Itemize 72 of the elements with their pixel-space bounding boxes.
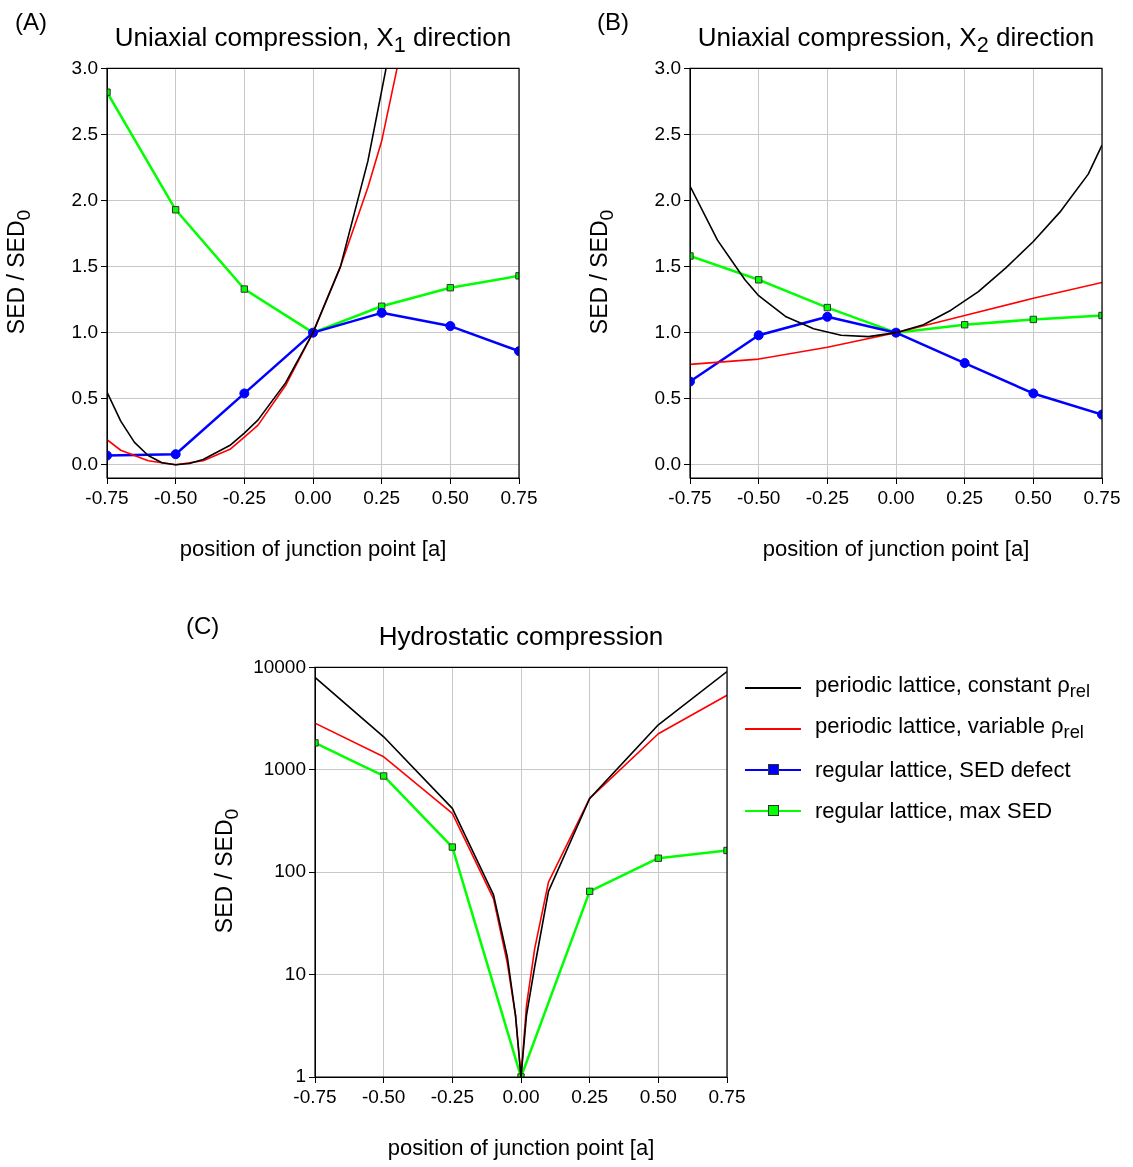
point [170,449,181,460]
y-tick-label: 10 [284,962,306,984]
point [1029,315,1038,324]
y-tick-label: 1.5 [71,254,98,276]
x-tick-label: -0.75 [85,486,129,508]
text: (B) [597,8,629,36]
y-tick-label: 0.5 [654,386,681,408]
point [754,276,763,284]
x-tick-label: -0.75 [668,486,712,508]
x-tick-label: -0.50 [362,1085,406,1107]
y-tick-label: 2.0 [654,188,681,210]
point [446,284,455,292]
point [239,388,250,399]
x-tick-label: -0.25 [805,486,849,508]
y-tick-label: 0.5 [71,386,98,408]
y-tick-label: 0.0 [71,453,98,475]
point [445,321,456,332]
x-tick-label: 0.25 [571,1085,609,1107]
x-tick-label: -0.50 [154,486,198,508]
x-tick-label: 0.50 [639,1085,677,1107]
point [960,321,969,329]
point [585,887,594,896]
point [376,307,387,318]
point [1028,388,1039,399]
y-tick-label: 2.5 [654,122,681,144]
y-tick-label: 1.5 [654,254,681,276]
x-tick-label: 0.75 [1083,486,1121,508]
point [822,311,833,322]
y-tick-label: 1 [295,1065,306,1087]
x-axis-title: position of junction point [a] [179,536,447,562]
y-tick-label: 1.0 [71,320,98,342]
legend-label: periodic lattice, constant ρ$_{rel}$ [815,672,1091,703]
chart-title: Uniaxial compression, X$_{1}$ direction [114,22,512,59]
y-tick-label: 10000 [253,655,306,677]
x-tick-label: 0.75 [500,486,538,508]
legend-label: periodic lattice, variable ρ$_{rel}$ [815,713,1084,744]
y-tick-label: 2.5 [71,122,98,144]
point [823,303,832,312]
chart-title: Uniaxial compression, X$_{2}$ direction [697,22,1095,59]
x-axis-title: position of junction point [a] [387,1135,655,1161]
y-tick-label: 1000 [263,758,306,780]
x-tick-label: 0.50 [431,486,469,508]
text: (A) [15,8,47,36]
text: (C) [186,612,220,640]
legend-label: regular lattice, SED defect [815,756,1071,783]
x-tick-label: 0.00 [294,486,332,508]
legend-label: regular lattice, max SED [815,797,1053,824]
x-axis-title: position of junction point [a] [762,536,1030,562]
y-tick-label: 1.0 [654,320,681,342]
point [379,772,388,780]
point [654,854,663,862]
chart-title: Hydrostatic compression [378,621,664,652]
x-tick-label: 0.25 [363,486,401,508]
x-tick-label: -0.25 [222,486,266,508]
y-tick-label: 3.0 [654,56,681,78]
y-tick-label: 100 [274,860,306,882]
point [753,330,764,341]
point [448,843,457,851]
y-tick-label: 0.0 [654,453,681,475]
x-tick-label: -0.50 [737,486,781,508]
point [959,358,970,369]
x-tick-label: -0.25 [430,1085,474,1107]
x-tick-label: 0.00 [877,486,915,508]
x-tick-label: -0.75 [293,1085,337,1107]
point [171,206,180,214]
y-tick-label: 2.0 [71,188,98,210]
x-tick-label: 0.25 [946,486,984,508]
x-tick-label: 0.00 [502,1085,540,1107]
point [240,285,249,293]
y-tick-label: 3.0 [71,56,98,78]
x-tick-label: 0.50 [1014,486,1052,508]
x-tick-label: 0.75 [708,1085,746,1107]
